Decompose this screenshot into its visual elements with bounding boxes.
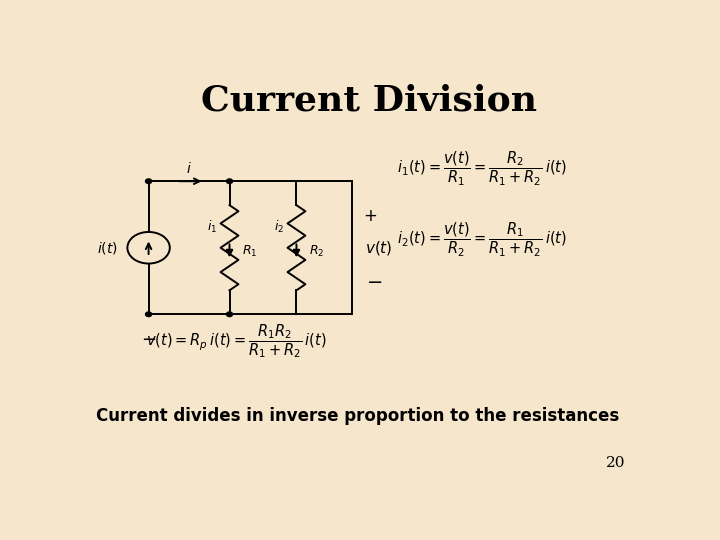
Text: $i_2$: $i_2$ [274,219,284,235]
Text: $R_1$: $R_1$ [242,245,257,259]
Text: $R_2$: $R_2$ [309,245,324,259]
Text: $i_1$: $i_1$ [207,219,217,235]
Text: $i$: $i$ [186,161,192,176]
Text: $+$: $+$ [364,208,377,225]
Circle shape [226,179,233,184]
Text: $i(t)$: $i(t)$ [96,240,117,256]
Text: Current divides in inverse proportion to the resistances: Current divides in inverse proportion to… [96,407,619,425]
Text: Current Division: Current Division [201,84,537,118]
Text: 20: 20 [606,456,626,470]
Text: $i_2(t) = \dfrac{v(t)}{R_2} = \dfrac{R_1}{R_1 + R_2}\,i(t)$: $i_2(t) = \dfrac{v(t)}{R_2} = \dfrac{R_1… [397,220,567,259]
Circle shape [145,312,152,316]
Circle shape [145,179,152,184]
Text: $v(t)$: $v(t)$ [364,239,392,256]
Text: $-$: $-$ [366,272,382,290]
Text: $i_1(t) = \dfrac{v(t)}{R_1} = \dfrac{R_2}{R_1 + R_2}\,i(t)$: $i_1(t) = \dfrac{v(t)}{R_1} = \dfrac{R_2… [397,150,567,188]
Circle shape [226,312,233,316]
Text: $v(t) = R_p\,i(t) = \dfrac{R_1 R_2}{R_1 + R_2}\,i(t)$: $v(t) = R_p\,i(t) = \dfrac{R_1 R_2}{R_1 … [145,322,326,360]
Text: $-$: $-$ [141,329,156,347]
